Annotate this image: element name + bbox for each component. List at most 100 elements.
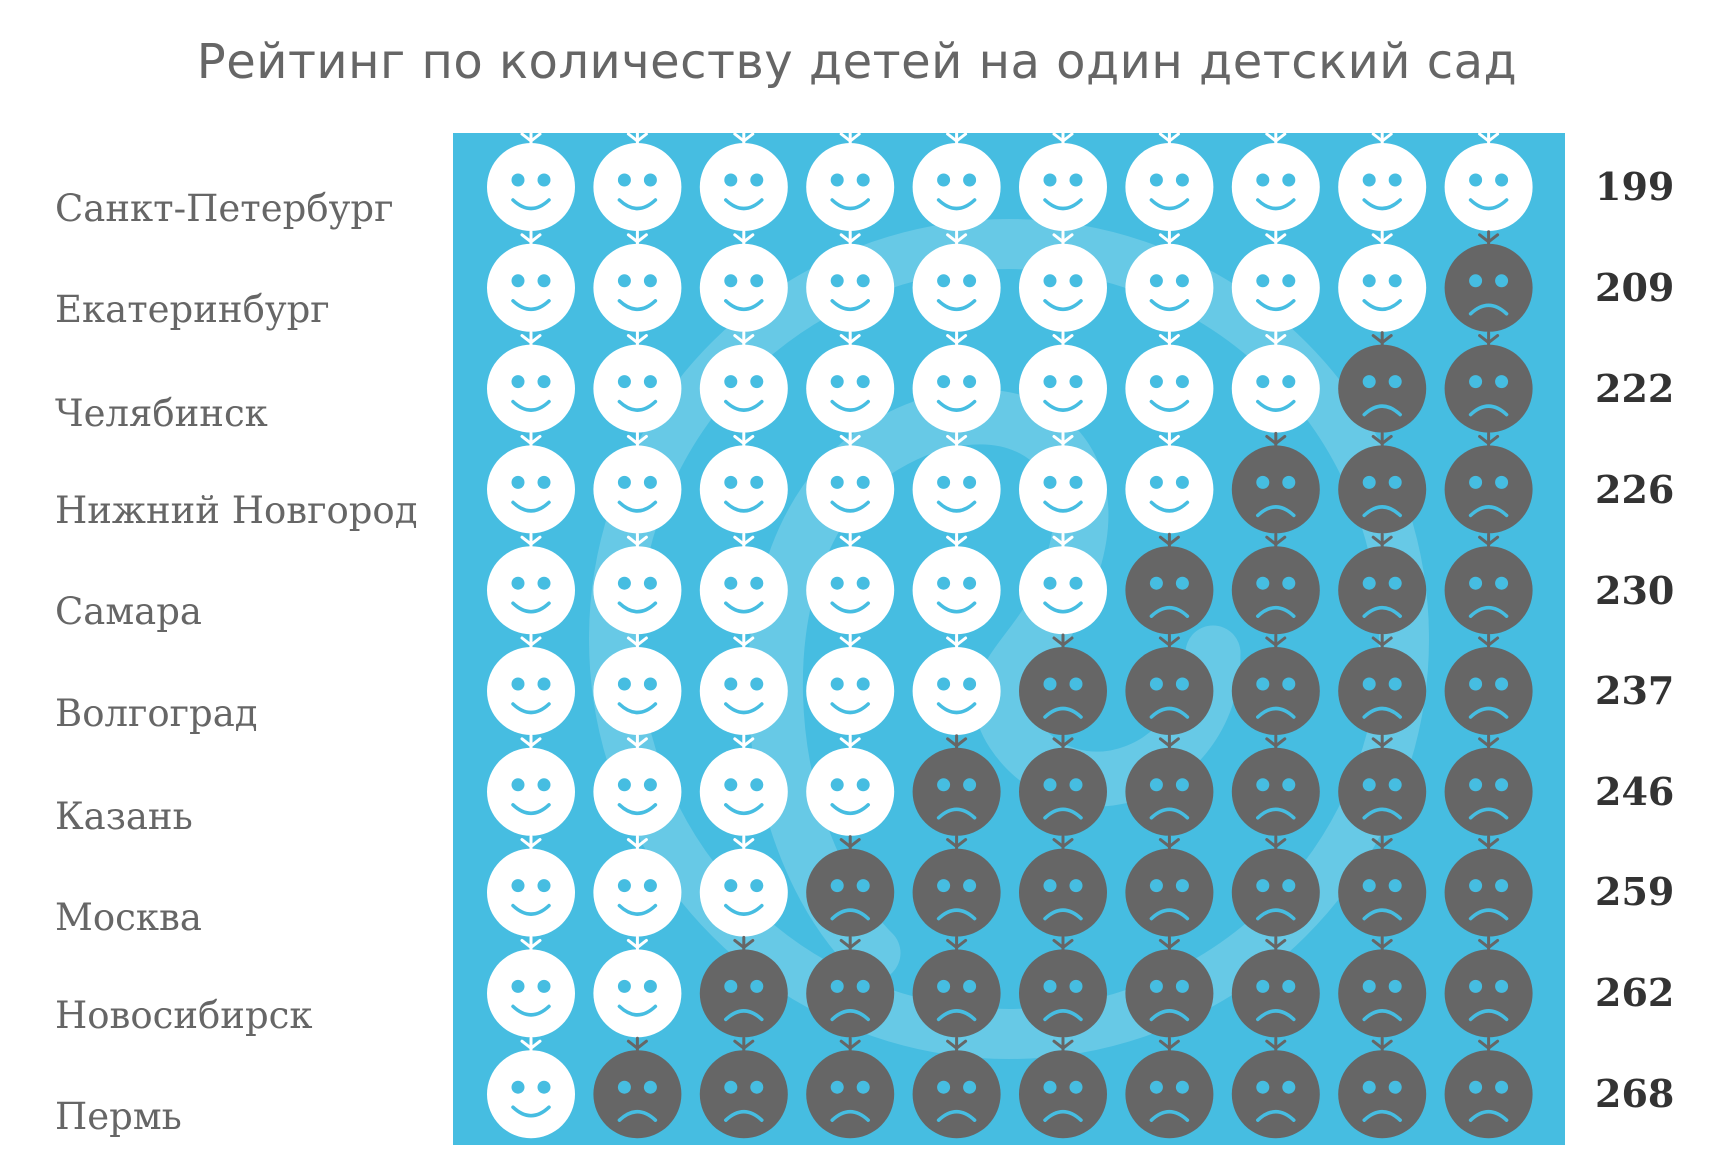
happy-face-icon bbox=[806, 331, 895, 433]
happy-face-icon bbox=[593, 633, 682, 735]
sad-face-icon bbox=[1338, 331, 1427, 433]
happy-face-icon bbox=[699, 532, 788, 635]
city-label: Санкт-Петербург bbox=[55, 187, 394, 230]
sad-face-icon bbox=[1231, 633, 1320, 735]
sad-face-icon bbox=[1444, 1036, 1533, 1139]
sad-face-icon bbox=[912, 835, 1001, 937]
sad-face-icon bbox=[1338, 835, 1427, 937]
city-label: Новосибирск bbox=[55, 994, 313, 1037]
city-label: Пермь bbox=[55, 1095, 182, 1138]
happy-face-icon bbox=[593, 532, 682, 635]
happy-face-icon bbox=[699, 633, 788, 735]
happy-face-icon bbox=[699, 734, 788, 836]
happy-face-icon bbox=[1231, 331, 1320, 433]
sad-face-icon bbox=[1444, 431, 1533, 534]
sad-face-icon bbox=[1231, 1036, 1320, 1139]
happy-face-icon bbox=[1019, 133, 1107, 231]
chart-title: Рейтинг по количеству детей на один детс… bbox=[196, 34, 1518, 90]
sad-face-icon bbox=[1125, 935, 1214, 1038]
sad-face-icon bbox=[1231, 431, 1320, 534]
sad-face-icon bbox=[1338, 935, 1427, 1038]
happy-face-icon bbox=[1125, 230, 1214, 332]
happy-face-icon bbox=[593, 133, 682, 231]
sad-face-icon bbox=[593, 1036, 682, 1139]
city-label: Нижний Новгород bbox=[55, 489, 418, 532]
sad-face-icon bbox=[1338, 532, 1427, 635]
value-label: 262 bbox=[1595, 970, 1675, 1015]
sad-face-icon bbox=[912, 734, 1001, 836]
happy-face-icon bbox=[1338, 133, 1427, 231]
happy-face-icon bbox=[1444, 133, 1533, 231]
value-label: 268 bbox=[1595, 1071, 1675, 1116]
value-label: 222 bbox=[1595, 366, 1675, 411]
happy-face-icon bbox=[487, 133, 575, 231]
sad-face-icon bbox=[1444, 633, 1533, 735]
happy-face-icon bbox=[912, 431, 1001, 534]
sad-face-icon bbox=[1444, 331, 1533, 433]
happy-face-icon bbox=[806, 431, 895, 534]
sad-face-icon bbox=[912, 935, 1001, 1038]
sad-face-icon bbox=[1231, 835, 1320, 937]
happy-face-icon bbox=[699, 431, 788, 534]
happy-face-icon bbox=[487, 835, 575, 937]
city-label: Челябинск bbox=[55, 392, 268, 435]
happy-face-icon bbox=[699, 133, 788, 231]
sad-face-icon bbox=[806, 935, 895, 1038]
sad-face-icon bbox=[1019, 935, 1107, 1038]
happy-face-icon bbox=[487, 230, 575, 332]
sad-face-icon bbox=[1231, 734, 1320, 836]
happy-face-icon bbox=[1231, 133, 1320, 231]
sad-face-icon bbox=[1019, 734, 1107, 836]
happy-face-icon bbox=[1125, 431, 1214, 534]
sad-face-icon bbox=[1125, 532, 1214, 635]
happy-face-icon bbox=[487, 331, 575, 433]
happy-face-icon bbox=[806, 230, 895, 332]
happy-face-icon bbox=[912, 331, 1001, 433]
sad-face-icon bbox=[1125, 734, 1214, 836]
sad-face-icon bbox=[1019, 835, 1107, 937]
sad-face-icon bbox=[699, 1036, 788, 1139]
value-label: 237 bbox=[1595, 668, 1675, 713]
happy-face-icon bbox=[1019, 431, 1107, 534]
happy-face-icon bbox=[1338, 230, 1427, 332]
value-label: 209 bbox=[1595, 265, 1675, 310]
city-label: Волгоград bbox=[55, 692, 258, 735]
sad-face-icon bbox=[1231, 532, 1320, 635]
sad-face-icon bbox=[912, 1036, 1001, 1139]
happy-face-icon bbox=[1231, 230, 1320, 332]
happy-face-icon bbox=[699, 835, 788, 937]
happy-face-icon bbox=[593, 734, 682, 836]
happy-face-icon bbox=[593, 935, 682, 1038]
pictogram-grid bbox=[453, 133, 1565, 1145]
sad-face-icon bbox=[1019, 633, 1107, 735]
happy-face-icon bbox=[699, 331, 788, 433]
sad-face-icon bbox=[1338, 1036, 1427, 1139]
happy-face-icon bbox=[699, 230, 788, 332]
happy-face-icon bbox=[1019, 331, 1107, 433]
sad-face-icon bbox=[1019, 1036, 1107, 1139]
happy-face-icon bbox=[912, 133, 1001, 231]
sad-face-icon bbox=[1444, 835, 1533, 937]
happy-face-icon bbox=[487, 935, 575, 1038]
value-label: 199 bbox=[1595, 164, 1675, 209]
sad-face-icon bbox=[1444, 734, 1533, 836]
sad-face-icon bbox=[1338, 734, 1427, 836]
city-label: Екатеринбург bbox=[55, 288, 330, 331]
happy-face-icon bbox=[1019, 532, 1107, 635]
happy-face-icon bbox=[487, 633, 575, 735]
value-label: 226 bbox=[1595, 467, 1675, 512]
value-label: 259 bbox=[1595, 869, 1675, 914]
happy-face-icon bbox=[912, 532, 1001, 635]
happy-face-icon bbox=[806, 133, 895, 231]
happy-face-icon bbox=[912, 230, 1001, 332]
value-label: 230 bbox=[1595, 568, 1675, 613]
happy-face-icon bbox=[912, 633, 1001, 735]
sad-face-icon bbox=[1125, 1036, 1214, 1139]
happy-face-icon bbox=[487, 532, 575, 635]
sad-face-icon bbox=[1338, 431, 1427, 534]
happy-face-icon bbox=[593, 331, 682, 433]
sad-face-icon bbox=[1444, 532, 1533, 635]
happy-face-icon bbox=[806, 633, 895, 735]
happy-face-icon bbox=[806, 734, 895, 836]
city-label: Самара bbox=[55, 590, 202, 633]
